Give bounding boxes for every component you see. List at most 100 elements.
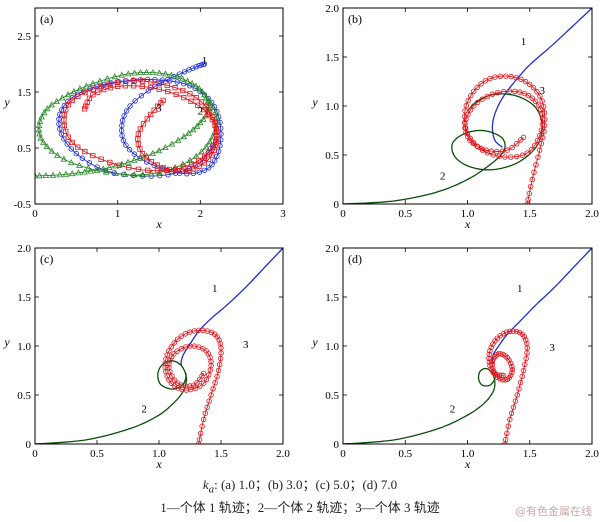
marker-3-b — [525, 197, 531, 203]
marker-2-a — [209, 133, 216, 140]
marker-2-a — [131, 69, 138, 76]
marker-3-c — [206, 398, 212, 404]
marker-1-a — [56, 121, 62, 127]
marker-3-a — [188, 98, 194, 104]
marker-3-b — [500, 88, 507, 95]
marker-1-a — [119, 117, 126, 124]
marker-1-a — [209, 161, 215, 168]
marker-3-d — [509, 369, 515, 376]
plot-area-d — [343, 248, 592, 444]
marker-3-b — [516, 89, 523, 95]
x-tick-label-c: 0 — [32, 448, 38, 460]
curve-label-1-d: 1 — [517, 283, 523, 295]
marker-3-a — [181, 95, 187, 101]
ka-symbol: k — [202, 477, 209, 492]
marker-3-b — [507, 154, 514, 160]
marker-2-a — [99, 165, 107, 172]
marker-3-b — [537, 147, 543, 153]
x-tick-label-b: 0.5 — [398, 208, 412, 220]
curve-label-3-c: 3 — [243, 339, 249, 351]
marker-3-b — [482, 78, 489, 84]
marker-2-a — [76, 161, 83, 169]
curve-label-3-b: 3 — [539, 85, 545, 97]
marker-3-a — [95, 89, 101, 95]
marker-2-a — [179, 75, 186, 82]
marker-3-c — [204, 404, 210, 410]
marker-2-a — [179, 160, 187, 167]
marker-3-a — [139, 83, 145, 89]
marker-3-b — [471, 140, 477, 146]
marker-3-a — [201, 153, 208, 159]
marker-3-b — [464, 133, 471, 140]
marker-3-a — [106, 81, 112, 87]
marker-2-a — [40, 109, 48, 116]
marker-3-c — [212, 379, 218, 386]
marker-3-c — [200, 380, 207, 386]
marker-3-b — [531, 169, 537, 176]
ka-subscript: a — [208, 483, 215, 496]
marker-2-a — [202, 112, 210, 119]
marker-3-d — [522, 361, 528, 368]
marker-1-a — [58, 131, 65, 137]
marker-3-a — [172, 85, 178, 91]
y-tick-label-c: 0.5 — [17, 390, 31, 402]
marker-3-b — [471, 88, 477, 94]
marker-3-c — [202, 410, 209, 417]
marker-3-a — [209, 117, 215, 123]
plot-area-c — [35, 248, 283, 444]
marker-3-b — [534, 89, 540, 95]
marker-3-a — [201, 107, 207, 113]
trajectory-line-3-b — [464, 75, 546, 204]
marker-2-a — [84, 164, 92, 171]
marker-2-a — [38, 113, 45, 120]
marker-1-a — [193, 64, 199, 70]
marker-3-c — [206, 372, 212, 378]
marker-3-c — [178, 333, 185, 339]
plot-frame-a — [34, 7, 284, 205]
x-tick-label-d: 1.5 — [523, 448, 537, 460]
marker-2-a — [148, 170, 155, 177]
marker-3-a — [154, 168, 161, 174]
panel-c: 0 0.5 1.0 1.5 2.0 0 0.5 1.0 1.5 2.0 x y 1 2 3 (c) — [3, 243, 290, 471]
marker-2-a — [96, 77, 104, 84]
marker-3-a — [173, 91, 179, 97]
marker-3-b — [478, 145, 485, 152]
marker-2-a — [48, 101, 55, 108]
marker-2-a — [37, 134, 45, 141]
marker-2-a — [67, 158, 75, 166]
marker-3-c — [215, 367, 222, 374]
trajectory-line-1-b — [491, 8, 592, 148]
marker-3-a — [135, 141, 141, 147]
x-tick-label-a: 3 — [280, 208, 286, 220]
marker-3-d — [499, 372, 505, 378]
marker-2-a — [40, 138, 47, 145]
marker-3-c — [178, 346, 184, 352]
marker-2-a — [137, 68, 144, 75]
marker-2-a — [184, 77, 191, 84]
marker-3-d — [489, 358, 496, 365]
marker-3-a — [63, 107, 69, 113]
marker-3-a — [156, 86, 162, 92]
marker-3-b — [467, 107, 474, 113]
marker-3-a — [61, 112, 67, 118]
y-axis-title-c: y — [3, 335, 10, 349]
marker-2-a — [149, 149, 157, 156]
marker-2-a — [156, 69, 163, 76]
marker-3-d — [514, 392, 520, 398]
marker-2-a — [143, 68, 150, 75]
marker-2-a — [49, 171, 57, 178]
marker-2-a — [59, 94, 66, 101]
marker-2-a — [198, 148, 205, 155]
trajectory-line-1-d — [491, 248, 592, 364]
marker-3-b — [508, 73, 514, 80]
marker-3-a — [195, 102, 201, 108]
marker-3-a — [196, 163, 202, 169]
marker-2-a — [213, 113, 221, 120]
marker-3-b — [496, 153, 502, 159]
curve-label-3-d: 3 — [549, 342, 555, 354]
marker-3-b — [488, 148, 494, 154]
marker-3-d — [517, 379, 524, 386]
marker-2-a — [173, 73, 181, 80]
marker-3-c — [217, 355, 224, 362]
marker-3-d — [490, 356, 496, 362]
